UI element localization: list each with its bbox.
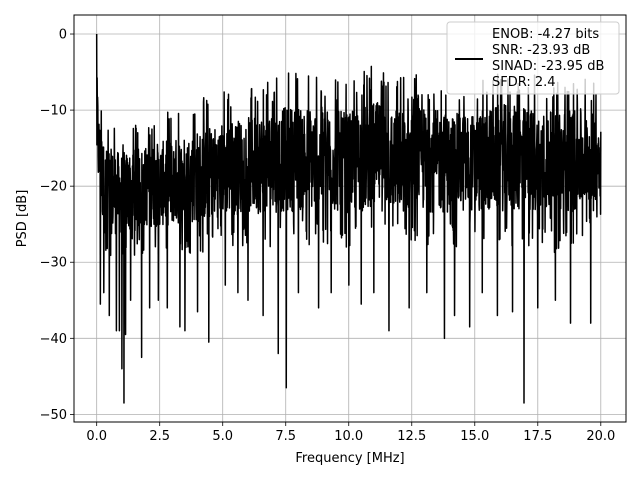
y-tick-label: −50: [40, 408, 67, 423]
x-tick-label: 20.0: [586, 429, 615, 444]
y-tick-label: 0: [59, 28, 67, 43]
x-tick-label: 10.0: [334, 429, 363, 444]
axes-frame: [73, 14, 627, 423]
legend-entry-line: SNR: -23.93 dB: [492, 43, 590, 58]
psd-series: [95, 34, 602, 404]
x-axis-ticks: 0.0 2.5 5.0 7.5 10.0 12.5 15.0 17.5 20.0: [86, 422, 615, 444]
x-tick-label: 0.0: [86, 429, 107, 444]
x-tick-label: 2.5: [149, 429, 170, 444]
legend-entry-line: SFDR: 2.4: [492, 75, 556, 90]
legend-box: [446, 21, 620, 95]
x-tick-label: 17.5: [523, 429, 552, 444]
x-tick-label: 12.5: [397, 429, 426, 444]
psd-line: [95, 34, 602, 404]
legend-entry-line: SINAD: -23.95 dB: [492, 59, 604, 74]
y-tick-label: −30: [40, 256, 67, 271]
y-axis-label: PSD [dB]: [15, 190, 30, 248]
y-tick-label: −40: [40, 332, 67, 347]
y-tick-label: −20: [40, 180, 67, 195]
y-tick-label: −10: [40, 104, 67, 119]
x-axis-label: Frequency [MHz]: [295, 451, 404, 466]
legend-entry-line: ENOB: -4.27 bits: [492, 27, 599, 42]
y-axis-ticks: 0 −10 −20 −30 −40 −50: [40, 28, 74, 423]
x-tick-label: 15.0: [460, 429, 489, 444]
x-tick-label: 7.5: [275, 429, 296, 444]
x-tick-label: 5.0: [212, 429, 233, 444]
